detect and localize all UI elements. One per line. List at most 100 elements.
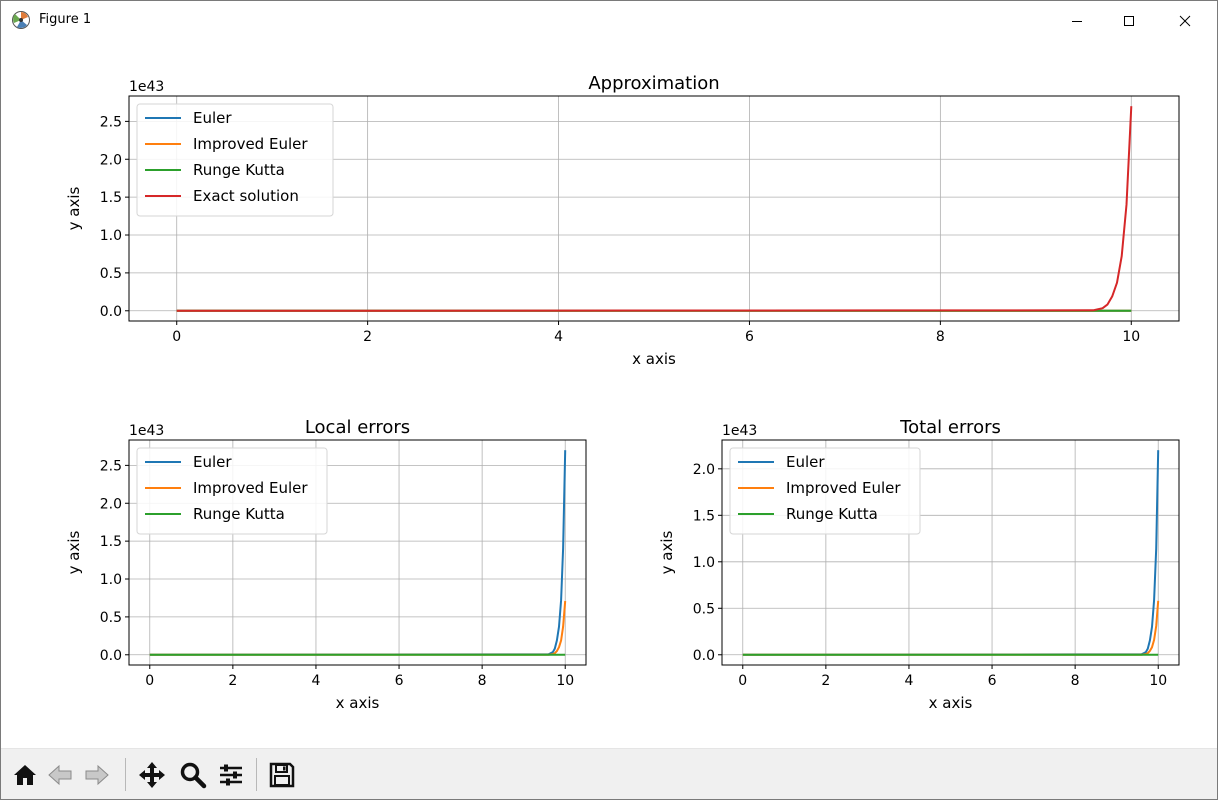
legend-label: Euler — [786, 453, 825, 471]
offset-text: 1e43 — [722, 423, 757, 439]
arrow-right-icon — [85, 764, 109, 785]
back-button[interactable] — [44, 759, 75, 790]
x-tick-label: 8 — [478, 673, 487, 689]
legend: Euler Improved Euler Runge Kutta — [729, 447, 921, 535]
x-tick-label: 10 — [1149, 673, 1167, 689]
x-tick-label: 6 — [745, 329, 754, 345]
y-tick-label: 2.5 — [100, 114, 122, 130]
save-button[interactable] — [266, 759, 297, 790]
close-button[interactable] — [1159, 1, 1211, 40]
minimize-icon — [1072, 20, 1082, 22]
figure-svg: 0 2 4 6 8 10 0.0 0.5 1.0 1.5 2.0 2.5 Approximation x … — [65, 73, 1180, 712]
floppy-disk-icon — [269, 762, 294, 787]
minimize-button[interactable] — [1051, 1, 1103, 40]
x-tick-label: 0 — [738, 673, 747, 689]
x-tick-label: 2 — [228, 673, 237, 689]
y-tick-label: 1.0 — [100, 572, 122, 588]
sliders-icon — [219, 764, 242, 785]
y-tick-label: 2.0 — [693, 462, 715, 478]
series-line-improved-euler — [149, 600, 567, 656]
y-tick-label: 0.5 — [100, 610, 122, 626]
series-line-exact-solution — [176, 106, 1133, 312]
chart-title: Local errors — [305, 417, 410, 438]
y-tick-label: 0.0 — [100, 648, 122, 664]
y-tick-label: 2.0 — [100, 496, 122, 512]
magnifier-icon — [180, 762, 206, 788]
maximize-button[interactable] — [1103, 1, 1155, 40]
y-tick-label: 2.5 — [100, 458, 122, 474]
chart-approximation: 0 2 4 6 8 10 0.0 0.5 1.0 1.5 2.0 2.5 Approximation x … — [65, 73, 1180, 368]
y-tick-label: 0.5 — [693, 601, 715, 617]
x-tick-label: 4 — [904, 673, 913, 689]
maximize-icon — [1124, 15, 1134, 26]
y-tick-label: 2.0 — [100, 152, 122, 168]
x-tick-label: 2 — [821, 673, 830, 689]
legend-frame — [729, 447, 921, 535]
window-title: Figure 1 — [39, 12, 92, 27]
x-axis-label: x axis — [929, 694, 973, 712]
x-tick-label: 6 — [988, 673, 997, 689]
y-tick-label: 0.0 — [693, 648, 715, 664]
y-tick-label: 1.5 — [100, 534, 122, 550]
close-icon — [1179, 15, 1191, 26]
pan-button[interactable] — [136, 759, 167, 790]
legend: Euler Improved Euler Runge Kutta Exact solu… — [136, 103, 334, 217]
home-icon — [13, 764, 36, 785]
y-tick-label: 1.5 — [693, 508, 715, 524]
offset-text: 1e43 — [129, 423, 164, 439]
legend-label: Improved Euler — [193, 135, 308, 153]
x-tick-label: 2 — [363, 329, 372, 345]
x-tick-label: 8 — [936, 329, 945, 345]
matplotlib-icon — [12, 11, 30, 29]
toolbar-separator — [256, 758, 257, 791]
x-tick-label: 8 — [1071, 673, 1080, 689]
x-tick-label: 10 — [1122, 329, 1140, 345]
navigation-toolbar — [1, 748, 1217, 799]
x-tick-label: 0 — [145, 673, 154, 689]
y-axis-label: y axis — [658, 530, 676, 574]
toolbar-separator — [125, 758, 126, 791]
x-tick-label: 4 — [311, 673, 320, 689]
chart-title: Total errors — [899, 417, 1001, 438]
legend-label: Euler — [193, 453, 232, 471]
x-tick-label: 4 — [554, 329, 563, 345]
axes-frame — [128, 95, 1180, 322]
y-tick-label: 0.0 — [100, 304, 122, 320]
legend-label: Runge Kutta — [193, 161, 285, 179]
legend-label: Runge Kutta — [193, 505, 285, 523]
home-button[interactable] — [9, 759, 40, 790]
legend-label: Euler — [193, 109, 232, 127]
y-axis-label: y axis — [65, 530, 83, 574]
legend-frame — [136, 103, 334, 217]
arrow-left-icon — [47, 764, 71, 785]
title-bar[interactable]: Figure 1 — [1, 1, 1217, 40]
chart-local-errors: 0 2 4 6 8 10 0.0 0.5 1.0 1.5 2.0 2.5 Local errors x a… — [65, 417, 587, 712]
configure-subplots-button[interactable] — [215, 759, 246, 790]
zoom-button[interactable] — [177, 759, 208, 790]
move-icon — [138, 761, 165, 788]
legend-frame — [136, 447, 328, 535]
x-axis-label: x axis — [632, 350, 676, 368]
offset-text: 1e43 — [129, 79, 164, 95]
chart-total-errors: 0 2 4 6 8 10 0.0 0.5 1.0 1.5 2.0 Total errors x axis… — [658, 417, 1180, 712]
forward-button[interactable] — [81, 759, 112, 790]
axes-frame — [128, 439, 587, 666]
chart-title: Approximation — [588, 73, 719, 94]
y-tick-label: 0.5 — [100, 266, 122, 282]
legend-label: Improved Euler — [786, 479, 901, 497]
series-line-improved-euler — [742, 600, 1160, 656]
y-tick-label: 1.0 — [100, 228, 122, 244]
x-tick-label: 0 — [172, 329, 181, 345]
legend-label: Runge Kutta — [786, 505, 878, 523]
x-axis-label: x axis — [336, 694, 380, 712]
axes-frame — [721, 439, 1180, 666]
legend: Euler Improved Euler Runge Kutta — [136, 447, 328, 535]
y-tick-label: 1.5 — [100, 190, 122, 206]
figure-canvas[interactable]: 0 2 4 6 8 10 0.0 0.5 1.0 1.5 2.0 2.5 Approximation x … — [1, 40, 1217, 748]
x-tick-label: 10 — [556, 673, 574, 689]
legend-label: Exact solution — [193, 187, 299, 205]
x-tick-label: 6 — [395, 673, 404, 689]
y-tick-label: 1.0 — [693, 555, 715, 571]
legend-label: Improved Euler — [193, 479, 308, 497]
